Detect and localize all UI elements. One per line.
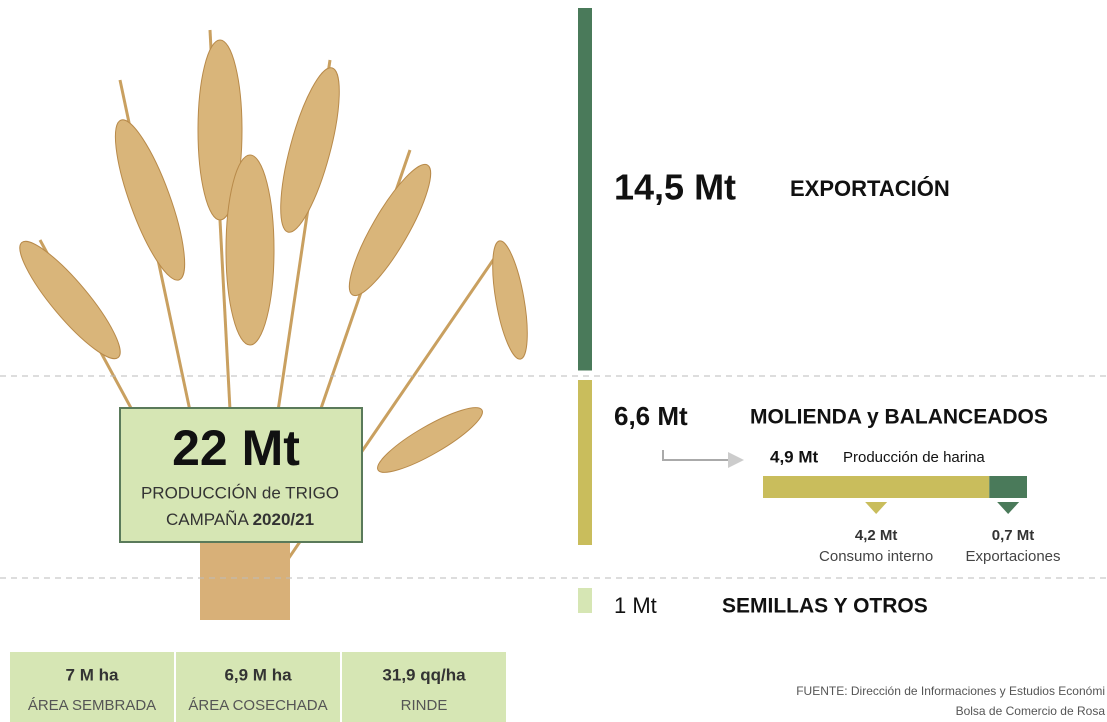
arrow-head — [728, 452, 744, 468]
production-label: PRODUCCIÓN de TRIGO — [141, 483, 339, 502]
campaign-year: 2020/21 — [253, 510, 314, 529]
campaign-prefix: CAMPAÑA — [166, 510, 249, 529]
segment-value: 14,5 Mt — [614, 167, 736, 208]
part-name: Exportaciones — [965, 548, 1060, 565]
production-box: 22 Mt PRODUCCIÓN de TRIGO CAMPAÑA 2020/2… — [120, 408, 362, 542]
flour-value: 4,9 Mt — [770, 447, 819, 466]
stats: 7 M ha ÁREA SEMBRADA 6,9 M ha ÁREA COSECHAD… — [10, 652, 506, 722]
segment-name: SEMILLAS Y OTROS — [722, 595, 928, 618]
part-name: Consumo interno — [819, 548, 933, 565]
pointer — [997, 502, 1019, 514]
flour-name: Producción de harina — [843, 449, 985, 466]
segment-bar — [578, 588, 592, 613]
stat-value: 7 M ha — [66, 665, 119, 684]
part-value: 4,2 Mt — [855, 527, 898, 544]
segment-value: 1 Mt — [614, 593, 657, 618]
stat-value: 6,9 M ha — [224, 665, 292, 684]
production-campaign: CAMPAÑA 2020/21 — [166, 510, 314, 529]
flour-part-bar — [989, 476, 1027, 498]
part-value: 0,7 Mt — [992, 527, 1035, 544]
segment-bar — [578, 8, 592, 371]
infographic: 22 Mt PRODUCCIÓN de TRIGO CAMPAÑA 2020/2… — [0, 0, 1107, 722]
segment-name: EXPORTACIÓN — [790, 176, 950, 201]
segment-bar — [578, 380, 592, 545]
arrow — [663, 450, 728, 460]
stat-label: ÁREA COSECHADA — [188, 697, 327, 714]
source: Bolsa de Comercio de Rosa — [956, 704, 1106, 718]
flour-part-bar — [763, 476, 989, 498]
segment-name: MOLIENDA y BALANCEADOS — [750, 406, 1048, 429]
stat-label: RINDE — [401, 697, 448, 714]
production-value: 22 Mt — [172, 420, 300, 476]
source: FUENTE: Dirección de Informaciones y Est… — [796, 684, 1105, 698]
stat-value: 31,9 qq/ha — [382, 665, 466, 684]
segment-value: 6,6 Mt — [614, 401, 688, 431]
pointer — [865, 502, 887, 514]
stat-label: ÁREA SEMBRADA — [28, 697, 156, 714]
